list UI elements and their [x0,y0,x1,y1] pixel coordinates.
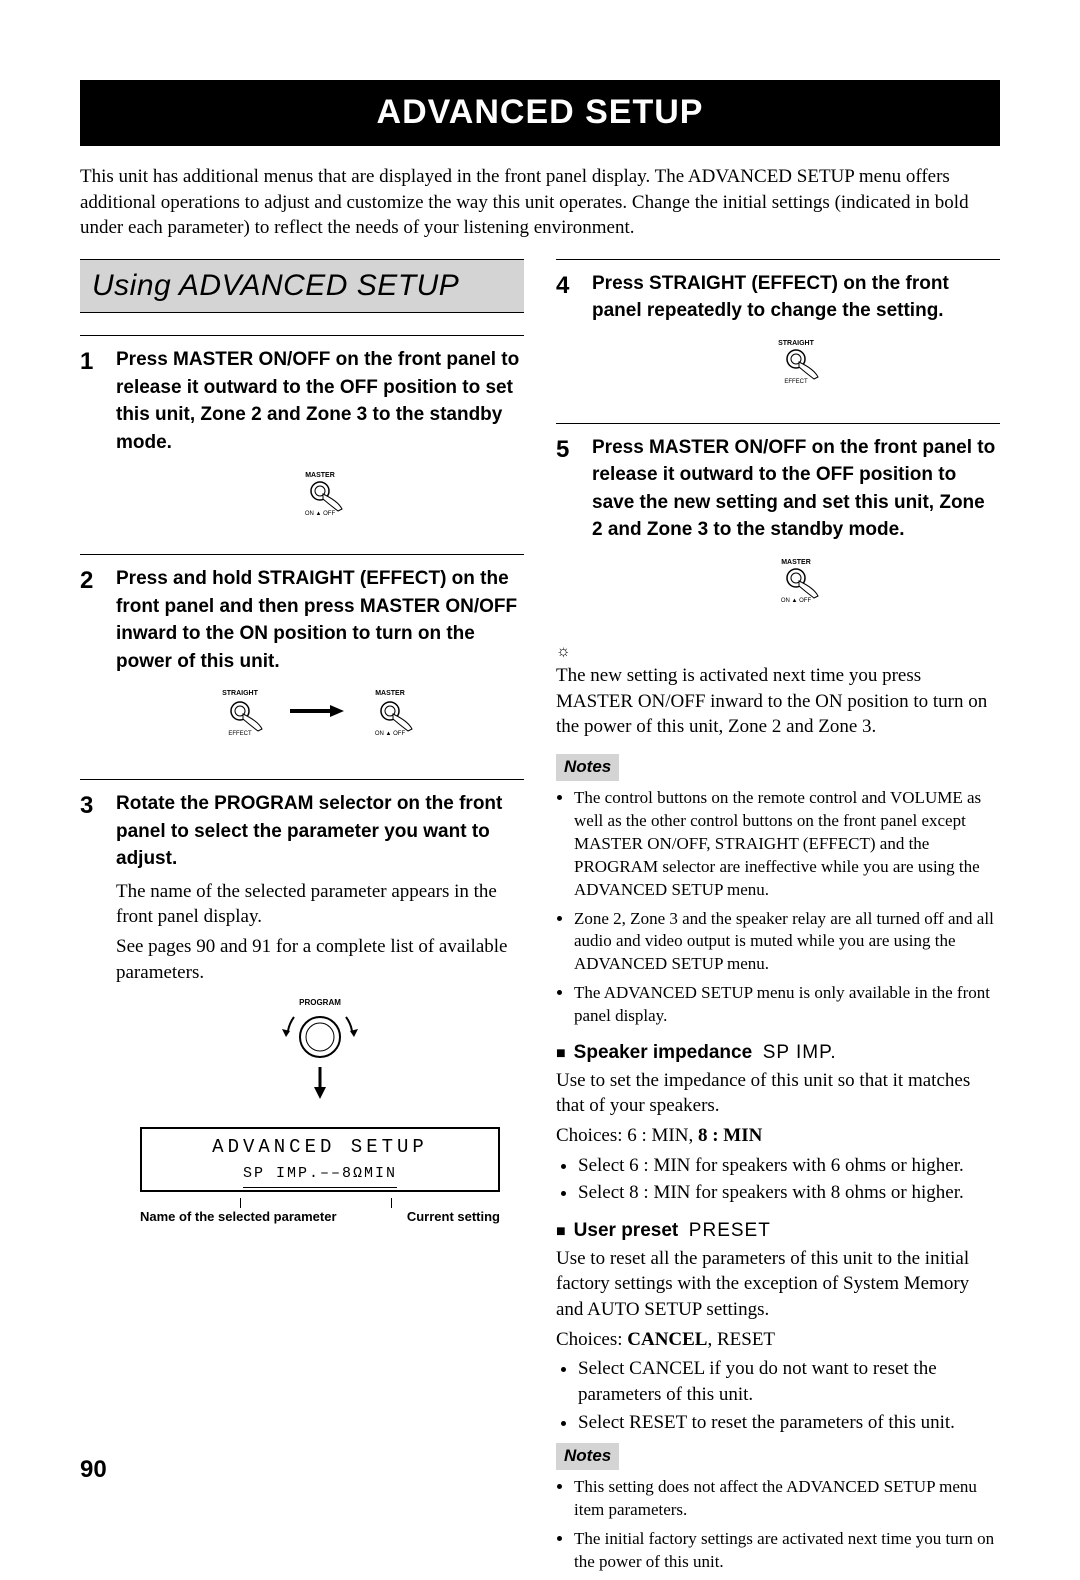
note-item: The ADVANCED SETUP menu is only availabl… [574,982,1000,1028]
step-title: Press MASTER ON/OFF on the front panel t… [592,434,1000,544]
param-choices: Choices: CANCEL, RESET [556,1327,1000,1353]
tip-text: The new setting is activated next time y… [556,663,1000,740]
section-heading: Using ADVANCED SETUP [80,259,524,314]
display-line1: ADVANCED SETUP [142,1135,498,1161]
svg-text:MASTER: MASTER [375,690,405,697]
user-preset-heading: ■User preset PRESET [556,1218,1000,1244]
note-item: The initial factory settings are activat… [574,1528,1000,1574]
left-column: Using ADVANCED SETUP 1 Press MASTER ON/O… [80,259,524,1580]
step-text: The name of the selected parameter appea… [116,879,524,930]
svg-text:STRAIGHT: STRAIGHT [778,340,815,347]
svg-text:MASTER: MASTER [781,559,811,566]
notes-label: Notes [556,754,619,781]
param-desc: Use to set the impedance of this unit so… [556,1068,1000,1119]
display-box: ADVANCED SETUP SP IMP.––8ΩMIN Name of th… [116,1127,524,1225]
param-choices: Choices: 6 : MIN, 8 : MIN [556,1123,1000,1149]
program-dial-icon: PROGRAM [116,995,524,1113]
page-title: ADVANCED SETUP [80,80,1000,146]
step-number: 2 [80,565,104,763]
notes-label: Notes [556,1443,619,1470]
svg-text:STRAIGHT: STRAIGHT [222,690,259,697]
step-1: 1 Press MASTER ON/OFF on the front panel… [80,335,524,538]
step-5: 5 Press MASTER ON/OFF on the front panel… [556,423,1000,626]
choice-item: Select CANCEL if you do not want to rese… [578,1356,1000,1407]
svg-text:ON ▲ OFF: ON ▲ OFF [305,511,336,517]
step-3: 3 Rotate the PROGRAM selector on the fro… [80,779,524,1225]
step-2: 2 Press and hold STRAIGHT (EFFECT) on th… [80,554,524,763]
master-button-icon: MASTER ON ▲ OFF [592,554,1000,612]
choice-item: Select RESET to reset the parameters of … [578,1410,1000,1436]
svg-text:PROGRAM: PROGRAM [299,998,341,1007]
param2-choice-list: Select CANCEL if you do not want to rese… [556,1356,1000,1435]
page-number: 90 [80,1454,107,1486]
display-line2: SP IMP.––8ΩMIN [243,1164,397,1187]
note-item: Zone 2, Zone 3 and the speaker relay are… [574,908,1000,977]
step-title: Press STRAIGHT (EFFECT) on the front pan… [592,270,1000,325]
straight-button-icon: STRAIGHT EFFECT [592,335,1000,393]
tip-icon: ☼ [556,641,1000,663]
step-number: 1 [80,346,104,538]
intro-text: This unit has additional menus that are … [80,164,1000,241]
step-4: 4 Press STRAIGHT (EFFECT) on the front p… [556,259,1000,407]
step-title: Rotate the PROGRAM selector on the front… [116,790,524,873]
square-bullet-icon: ■ [556,1223,566,1240]
notes-list-1: The control buttons on the remote contro… [556,787,1000,1028]
svg-text:ON ▲ OFF: ON ▲ OFF [781,598,812,604]
right-column: 4 Press STRAIGHT (EFFECT) on the front p… [556,259,1000,1580]
square-bullet-icon: ■ [556,1045,566,1062]
svg-text:EFFECT: EFFECT [228,731,252,737]
param1-choice-list: Select 6 : MIN for speakers with 6 ohms … [556,1153,1000,1206]
step-number: 5 [556,434,580,626]
display-label-left: Name of the selected parameter [140,1208,337,1226]
straight-then-master-icon: STRAIGHT EFFECT MASTER ON ▲ OFF [116,685,524,749]
step-number: 4 [556,270,580,407]
display-label-right: Current setting [407,1208,500,1226]
param-desc: Use to reset all the parameters of this … [556,1246,1000,1323]
step-text: See pages 90 and 91 for a complete list … [116,934,524,985]
svg-text:EFFECT: EFFECT [784,379,808,385]
step-number: 3 [80,790,104,1225]
notes-list-2: This setting does not affect the ADVANCE… [556,1476,1000,1574]
step-title: Press and hold STRAIGHT (EFFECT) on the … [116,565,524,675]
svg-text:ON ▲ OFF: ON ▲ OFF [375,731,406,737]
choice-item: Select 6 : MIN for speakers with 6 ohms … [578,1153,1000,1179]
choice-item: Select 8 : MIN for speakers with 8 ohms … [578,1180,1000,1206]
speaker-impedance-heading: ■Speaker impedance SP IMP. [556,1040,1000,1066]
note-item: This setting does not affect the ADVANCE… [574,1476,1000,1522]
note-item: The control buttons on the remote contro… [574,787,1000,902]
master-button-icon: MASTER ON ▲ OFF [116,467,524,525]
step-title: Press MASTER ON/OFF on the front panel t… [116,346,524,456]
svg-text:MASTER: MASTER [305,472,335,479]
